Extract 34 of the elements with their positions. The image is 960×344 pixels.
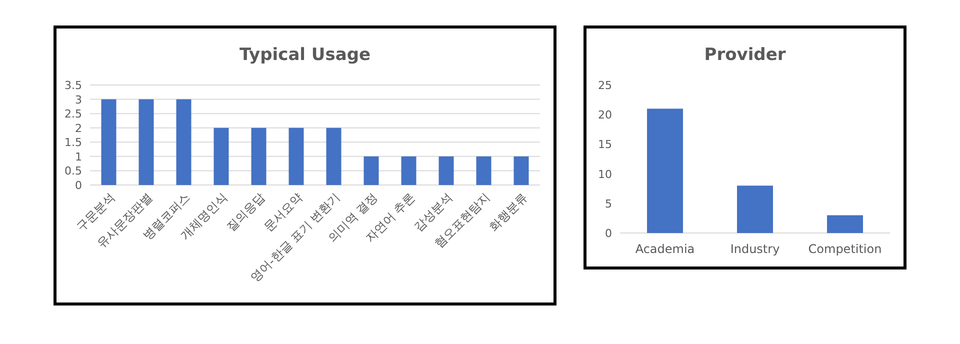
x-tick-label: Competition (808, 242, 882, 256)
y-tick-label: 15 (598, 138, 612, 152)
bar (101, 99, 116, 185)
y-tick-label: 0 (75, 179, 82, 192)
bar (288, 128, 304, 185)
y-tick-label: 20 (598, 108, 612, 122)
y-tick-label: 1.5 (64, 136, 82, 150)
x-tick-label: Industry (730, 242, 780, 256)
bar (251, 128, 266, 185)
bar (476, 156, 492, 185)
bar (514, 156, 529, 185)
bar (176, 99, 192, 185)
y-tick-label: 25 (598, 79, 612, 92)
chart-title: Typical Usage (239, 45, 371, 65)
bar (326, 128, 342, 185)
bar (438, 156, 454, 185)
x-tick-label: Academia (635, 242, 695, 256)
bar (364, 156, 379, 185)
y-tick-label: 5 (605, 197, 612, 210)
y-tick-label: 0.5 (64, 164, 82, 178)
bar (647, 108, 683, 233)
y-tick-label: 3 (75, 93, 82, 106)
bar (401, 156, 416, 185)
bar (737, 186, 773, 233)
y-tick-label: 10 (598, 168, 612, 181)
y-tick-label: 3.5 (64, 79, 82, 92)
y-tick-label: 0 (605, 227, 612, 240)
bar (214, 128, 229, 185)
chart-title: Provider (704, 45, 786, 65)
y-tick-label: 2 (75, 122, 82, 135)
bar (138, 99, 154, 185)
y-tick-label: 2.5 (64, 108, 82, 121)
bar (827, 215, 863, 233)
y-tick-label: 1 (75, 150, 82, 164)
